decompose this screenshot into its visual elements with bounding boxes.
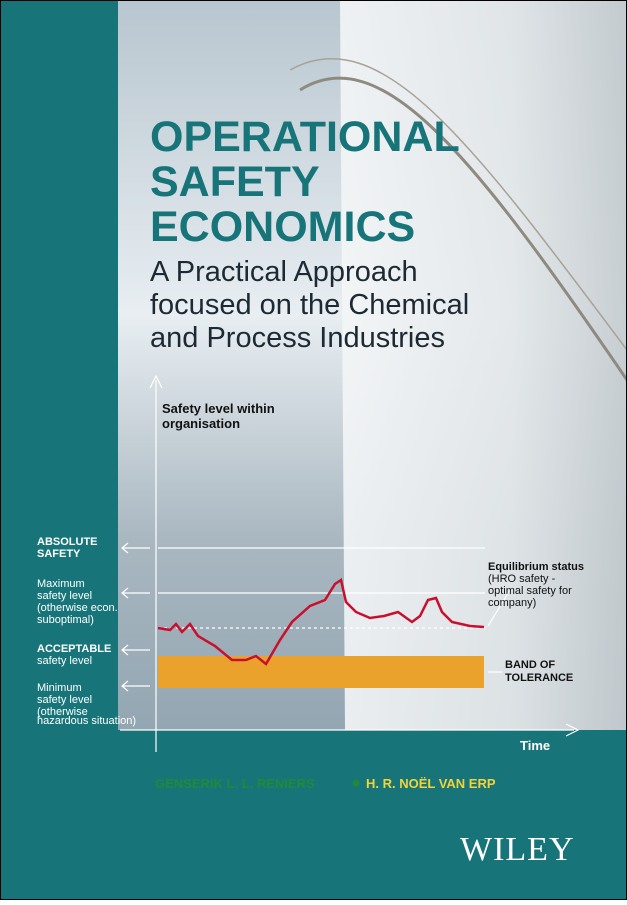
equilibrium-label: optimal safety for xyxy=(488,585,572,597)
equilibrium-label: (HRO safety - xyxy=(488,573,556,585)
level-label: ABSOLUTE xyxy=(37,536,98,548)
equilibrium-label: company) xyxy=(488,597,536,609)
subtitle-line: A Practical Approach xyxy=(150,256,418,288)
level-label: safety level xyxy=(37,655,92,667)
level-label: suboptimal) xyxy=(37,614,94,626)
publisher: WILEY xyxy=(460,831,575,868)
axis-label: organisation xyxy=(162,416,240,431)
subtitle-line: and Process Industries xyxy=(150,322,445,354)
level-label: (otherwise xyxy=(37,706,88,718)
level-label: Maximum xyxy=(37,578,85,590)
title-line: ECONOMICS xyxy=(150,203,415,251)
tank xyxy=(340,0,627,730)
author: GENSERIK L. L. RENIERS xyxy=(155,776,315,791)
band-label: BAND OF xyxy=(505,659,555,671)
separator-dot xyxy=(352,779,360,787)
author: H. R. NOËL VAN ERP xyxy=(366,776,496,791)
axis-label: Safety level within xyxy=(162,401,275,416)
teal-band xyxy=(0,730,627,900)
safety-curve xyxy=(157,577,485,666)
level-label: safety level xyxy=(37,694,92,706)
band-label: TOLERANCE xyxy=(505,672,573,684)
title-line: SAFETY xyxy=(150,158,320,206)
title-line: OPERATIONAL xyxy=(150,113,460,161)
diagram xyxy=(120,374,580,752)
staircase xyxy=(299,76,627,381)
level-label: SAFETY xyxy=(37,548,81,560)
teal-strip xyxy=(0,0,118,730)
axis-label: Time xyxy=(520,738,550,753)
level-label: hazardous situation) xyxy=(37,715,136,727)
subtitle-line: focused on the Chemical xyxy=(150,289,469,321)
equilibrium-label: Equilibrium status xyxy=(488,561,584,573)
staircase-rail xyxy=(289,58,627,351)
level-label: Minimum xyxy=(37,682,82,694)
level-label: (otherwise econ. xyxy=(37,602,118,614)
level-label: ACCEPTABLE xyxy=(37,643,111,655)
band-of-tolerance xyxy=(158,656,484,688)
level-label: safety level xyxy=(37,590,92,602)
